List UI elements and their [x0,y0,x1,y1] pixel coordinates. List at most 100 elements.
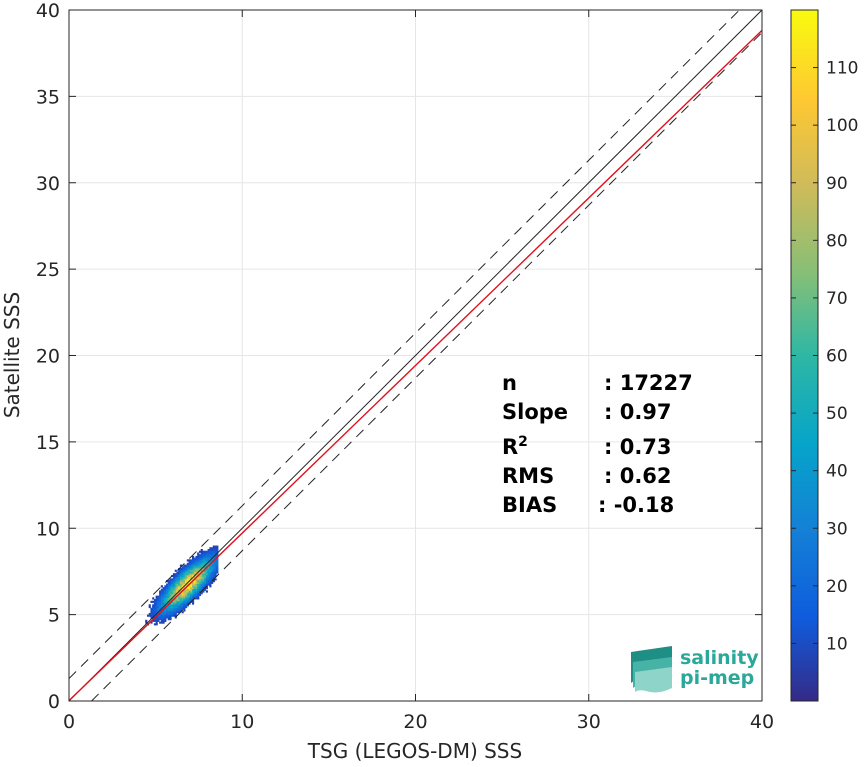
density-cell [197,555,200,559]
density-cell [181,592,184,595]
density-cell [185,593,188,597]
density-cell [198,578,202,581]
density-cell [164,586,167,590]
density-cell [152,612,155,616]
density-cell [166,611,169,614]
density-cell [152,607,155,610]
density-cell [185,581,188,584]
density-cell [164,599,167,602]
density-cell [198,593,202,597]
density-cell [172,574,176,578]
density-cell [207,566,210,569]
density-cell [192,592,195,595]
density-cell [183,578,186,581]
density-cell [155,621,158,624]
density-cell [162,600,165,603]
density-cell [185,605,188,609]
density-cell [209,574,212,578]
density-cell [167,580,170,583]
density-cell [164,600,167,603]
density-cell [202,574,205,578]
density-cell [155,600,158,603]
density-cell [159,607,162,610]
density-cell [188,586,191,590]
density-cell [183,597,186,600]
density-cell [195,559,198,562]
density-cell [183,571,186,574]
stat-r2-value: : 0.73 [604,435,672,459]
density-cell [181,569,184,572]
density-cell [207,574,210,578]
density-cell [162,611,165,614]
density-cell [160,614,163,617]
density-cell [197,557,200,560]
density-cell [193,590,196,593]
density-cell [162,593,165,597]
density-cell [205,564,208,567]
density-cell [211,581,214,584]
density-cell [178,569,181,572]
density-cell [160,600,163,603]
density-cell [172,611,176,614]
reference-line-regression [68,29,763,702]
density-cell [169,583,172,586]
density-cell [207,567,210,571]
density-cell [214,564,217,567]
density-cell [193,581,196,584]
density-cell [167,599,170,602]
density-cell [167,588,170,591]
density-cell [160,619,163,622]
density-cell [145,619,148,622]
density-cell [192,590,195,593]
density-cell [200,586,203,590]
density-cell [167,604,170,607]
density-cell [157,600,160,603]
density-cell [197,583,200,586]
density-cell [186,567,189,571]
density-cell [178,607,181,610]
density-cell [153,619,157,622]
density-cell [209,580,212,583]
density-cell [164,588,167,591]
density-cell [181,611,184,614]
density-cell [216,548,219,552]
density-cell [157,595,160,598]
density-cell [153,602,157,605]
density-cell [171,581,174,584]
density-cell [212,550,215,553]
density-cell [197,580,200,583]
density-cell [200,581,203,584]
density-cell [192,595,195,598]
density-cell [179,573,183,576]
density-cell [159,614,162,617]
density-cell [207,555,210,559]
density-cell [183,567,186,571]
density-cell [162,604,165,607]
density-cell [159,593,162,597]
density-cell [188,592,191,595]
density-cell [183,602,186,605]
density-cell [174,578,177,581]
density-cell [160,618,163,621]
density-cell [179,605,183,609]
density-cell [160,595,163,598]
density-cell [183,609,186,612]
density-cell [193,588,196,591]
density-cell [174,611,177,614]
density-cell [164,590,167,593]
density-cell [192,559,195,562]
density-cell [172,573,176,576]
density-cell [198,592,202,595]
colorbar-tick-label: 20 [826,577,848,597]
density-cell [159,590,162,593]
density-cell [169,588,172,591]
density-cell [202,576,205,579]
density-cell [183,599,186,602]
density-cell [150,616,153,619]
density-cell [179,602,183,605]
density-cell [186,592,189,595]
density-cell [192,593,195,597]
density-cell [179,574,183,578]
density-cell [190,574,193,578]
density-cell [167,607,170,610]
